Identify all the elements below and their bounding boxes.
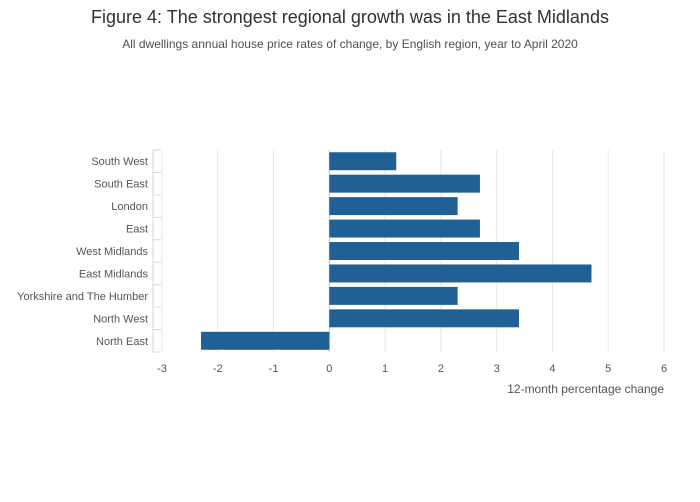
category-label: West Midlands bbox=[76, 246, 148, 258]
x-axis-title: 12-month percentage change bbox=[507, 382, 664, 396]
bar[interactable] bbox=[329, 286, 458, 305]
category-label: East bbox=[126, 224, 148, 236]
x-tick-label: 2 bbox=[438, 363, 444, 375]
category-axis bbox=[152, 149, 161, 353]
bar[interactable] bbox=[329, 174, 480, 193]
chart-subtitle: All dwellings annual house price rates o… bbox=[122, 37, 578, 51]
bar[interactable] bbox=[201, 331, 330, 350]
x-tick-label: -2 bbox=[213, 363, 223, 375]
category-label: North West bbox=[93, 313, 148, 325]
bars bbox=[201, 152, 592, 350]
category-label: Yorkshire and The Humber bbox=[17, 291, 148, 303]
x-tick-label: -1 bbox=[269, 363, 279, 375]
x-tick-labels: -3 -2 -1 0 1 2 3 4 5 6 bbox=[157, 363, 667, 375]
bar[interactable] bbox=[329, 152, 397, 171]
category-labels: South West South East London East West Midla… bbox=[17, 156, 148, 348]
bar[interactable] bbox=[329, 264, 592, 283]
bar[interactable] bbox=[329, 197, 458, 216]
x-tick-label: 5 bbox=[605, 363, 611, 375]
x-tick-label: -3 bbox=[157, 363, 167, 375]
category-label: East Midlands bbox=[79, 268, 149, 280]
x-tick-label: 6 bbox=[661, 363, 667, 375]
category-label: North East bbox=[96, 336, 148, 348]
x-tick-label: 0 bbox=[326, 363, 332, 375]
bar[interactable] bbox=[329, 242, 519, 260]
x-tick-label: 4 bbox=[549, 363, 555, 375]
category-label: South East bbox=[94, 179, 148, 191]
chart-title: Figure 4: The strongest regional growth … bbox=[91, 7, 609, 27]
category-label: South West bbox=[91, 156, 148, 168]
bar[interactable] bbox=[329, 309, 519, 328]
bar[interactable] bbox=[329, 219, 480, 238]
x-tick-label: 3 bbox=[494, 363, 500, 375]
x-tick-label: 1 bbox=[382, 363, 388, 375]
category-label: London bbox=[111, 201, 148, 213]
